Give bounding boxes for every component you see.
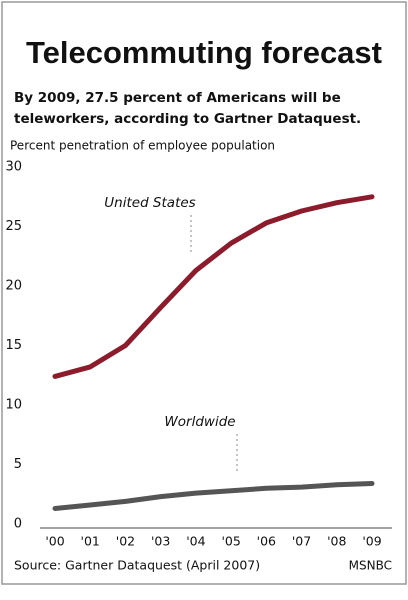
- x-tick-label: '06: [257, 534, 276, 549]
- x-tick-label: '03: [151, 534, 170, 549]
- x-tick-label: '08: [327, 534, 346, 549]
- y-tick-label: 0: [14, 517, 22, 532]
- y-tick-label: 25: [5, 219, 22, 234]
- y-tick-label: 20: [5, 279, 22, 294]
- y-axis-label: Percent penetration of employee populati…: [10, 139, 275, 153]
- series-label: Worldwide: [164, 414, 235, 430]
- y-tick-label: 5: [14, 457, 22, 472]
- x-tick-label: '05: [221, 534, 240, 549]
- x-tick-label: '09: [362, 534, 381, 549]
- chart-title: Telecommuting forecast: [26, 35, 382, 70]
- subtitle: By 2009, 27.5 percent of Americans will …: [14, 90, 341, 106]
- x-tick-label: '02: [116, 534, 135, 549]
- series-line: [52, 481, 375, 511]
- y-tick-label: 30: [5, 160, 22, 175]
- source: Source: Gartner Dataquest (April 2007): [14, 558, 260, 573]
- y-tick-label: 10: [5, 398, 22, 413]
- x-tick-label: '00: [45, 534, 64, 549]
- series-label: United States: [104, 195, 195, 211]
- credit: MSNBC: [349, 559, 392, 573]
- series-line: [52, 194, 375, 379]
- x-tick-label: '01: [81, 534, 100, 549]
- frame: [1, 1, 407, 585]
- x-tick-label: '04: [186, 534, 205, 549]
- x-tick-label: '07: [292, 534, 311, 549]
- y-tick-label: 15: [5, 338, 22, 353]
- subtitle: teleworkers, according to Gartner Dataqu…: [14, 111, 361, 127]
